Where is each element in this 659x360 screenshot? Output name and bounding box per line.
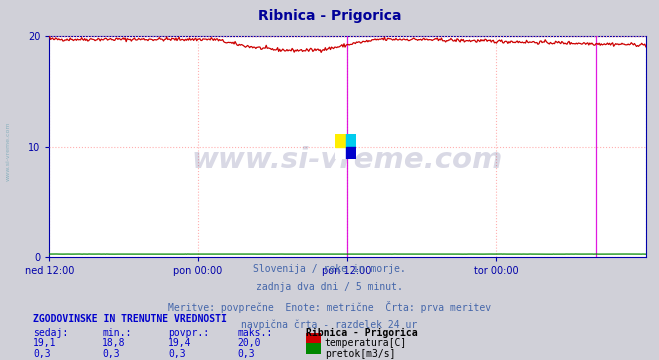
- Text: Ribnica - Prigorica: Ribnica - Prigorica: [258, 9, 401, 23]
- Text: www.si-vreme.com: www.si-vreme.com: [192, 146, 503, 174]
- Text: 19,1: 19,1: [33, 338, 57, 348]
- Text: temperatura[C]: temperatura[C]: [325, 338, 407, 348]
- Text: www.si-vreme.com: www.si-vreme.com: [5, 121, 11, 181]
- Text: 19,4: 19,4: [168, 338, 192, 348]
- Text: Ribnica - Prigorica: Ribnica - Prigorica: [306, 328, 418, 338]
- Text: zadnja dva dni / 5 minut.: zadnja dva dni / 5 minut.: [256, 282, 403, 292]
- Text: min.:: min.:: [102, 328, 132, 338]
- Text: 0,3: 0,3: [33, 349, 51, 359]
- Text: sedaj:: sedaj:: [33, 328, 68, 338]
- Bar: [346, 147, 357, 159]
- Text: 20,0: 20,0: [237, 338, 261, 348]
- Bar: [346, 134, 357, 147]
- Text: 0,3: 0,3: [168, 349, 186, 359]
- Bar: [335, 134, 346, 147]
- Text: 18,8: 18,8: [102, 338, 126, 348]
- Text: maks.:: maks.:: [237, 328, 272, 338]
- Text: 0,3: 0,3: [237, 349, 255, 359]
- Text: navpična črta - razdelek 24 ur: navpična črta - razdelek 24 ur: [241, 320, 418, 330]
- Text: Meritve: povprečne  Enote: metrične  Črta: prva meritev: Meritve: povprečne Enote: metrične Črta:…: [168, 301, 491, 313]
- Text: ZGODOVINSKE IN TRENUTNE VREDNOSTI: ZGODOVINSKE IN TRENUTNE VREDNOSTI: [33, 314, 227, 324]
- Text: povpr.:: povpr.:: [168, 328, 209, 338]
- Text: 0,3: 0,3: [102, 349, 120, 359]
- Text: pretok[m3/s]: pretok[m3/s]: [325, 349, 395, 359]
- Text: Slovenija / reke in morje.: Slovenija / reke in morje.: [253, 264, 406, 274]
